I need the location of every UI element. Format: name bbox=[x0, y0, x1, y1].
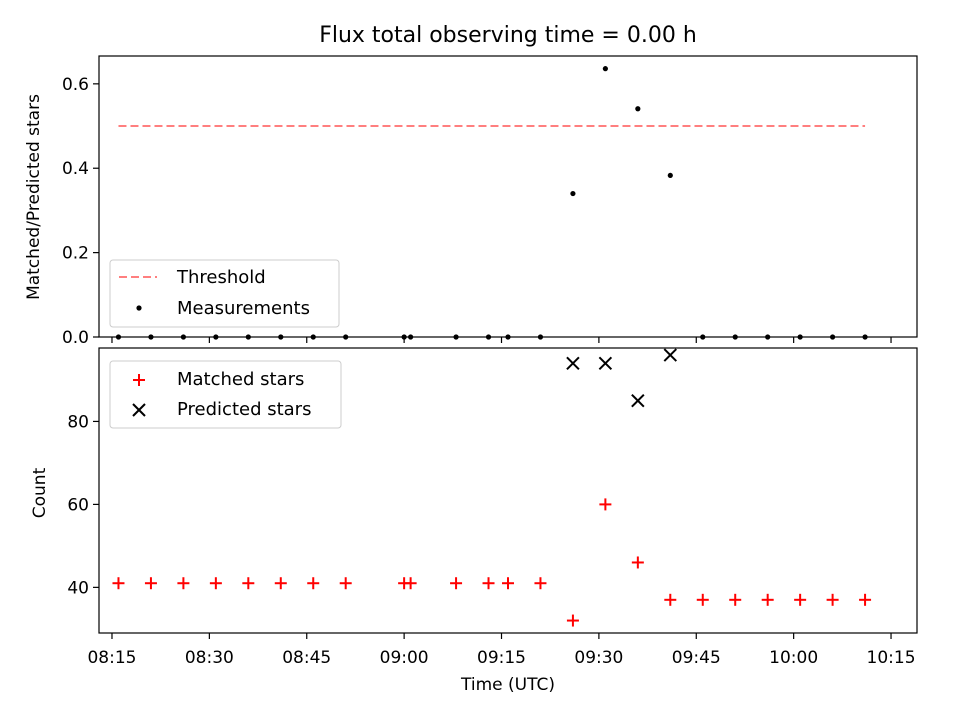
star-count-points bbox=[112, 348, 872, 627]
matched-star-point bbox=[761, 593, 774, 606]
top-y-tick-label: 0.6 bbox=[62, 75, 89, 95]
top-y-axis-label: Matched/Predicted stars bbox=[24, 94, 44, 300]
bottom-axis-ticks: 40 60 80 08:15 08:30 08:45 09:00 09:15 09:30 09:4… bbox=[67, 412, 915, 668]
predicted-x-b bbox=[631, 393, 645, 408]
measurements-legend-marker bbox=[136, 305, 142, 311]
measurement-point bbox=[602, 66, 608, 72]
x-tick-label: 09:30 bbox=[574, 648, 623, 668]
matched-star-point bbox=[566, 614, 579, 627]
matched-star-point bbox=[112, 577, 125, 590]
x-tick-label: 09:15 bbox=[477, 648, 526, 668]
predicted-x-b bbox=[663, 348, 678, 362]
matched-star-point bbox=[599, 498, 612, 511]
matched-star-point bbox=[826, 593, 839, 606]
x-axis-label: Time (UTC) bbox=[460, 675, 555, 695]
matched-star-point bbox=[450, 577, 463, 590]
top-legend: Threshold Measurements bbox=[109, 259, 340, 328]
bottom-plot-frame bbox=[98, 347, 918, 634]
x-tick-label: 10:15 bbox=[867, 648, 916, 668]
top-y-tick-label: 0.0 bbox=[62, 328, 89, 348]
bottom-y-tick-label: 40 bbox=[67, 578, 89, 598]
matched-star-point bbox=[534, 577, 547, 590]
bottom-y-tick-label: 80 bbox=[67, 412, 89, 432]
matched-star-point bbox=[664, 593, 677, 606]
x-tick-label: 09:00 bbox=[380, 648, 429, 668]
matched-legend-marker bbox=[133, 374, 145, 386]
x-tick-label: 08:30 bbox=[185, 648, 234, 668]
x-tick-label: 10:00 bbox=[769, 648, 818, 668]
bottom-legend: Matched stars Predicted stars bbox=[109, 360, 342, 429]
bottom-y-axis-label: Count bbox=[30, 467, 50, 518]
x-tick-label: 08:45 bbox=[282, 648, 331, 668]
top-chart-title: Flux total observing time = 0.00 h bbox=[319, 23, 697, 48]
top-plot-frame bbox=[98, 55, 918, 338]
x-tick-label: 08:15 bbox=[87, 648, 136, 668]
matched-star-point bbox=[631, 556, 644, 569]
matched-legend-label: Matched stars bbox=[177, 369, 304, 390]
matched-star-point bbox=[209, 577, 222, 590]
bottom-legend-box bbox=[109, 360, 342, 429]
matched-star-point bbox=[696, 593, 709, 606]
matched-star-point bbox=[502, 577, 514, 590]
matched-star-point bbox=[404, 577, 417, 590]
x-tick-label: 09:45 bbox=[672, 648, 721, 668]
predicted-star-point bbox=[598, 356, 613, 371]
matched-star-point bbox=[794, 593, 807, 606]
measurement-point bbox=[570, 190, 576, 197]
predicted-x-b bbox=[566, 356, 580, 371]
matched-star-point bbox=[482, 577, 495, 590]
top-y-tick-label: 0.2 bbox=[62, 244, 89, 264]
matched-star-point bbox=[242, 577, 255, 590]
predicted-x-b bbox=[598, 356, 613, 371]
matched-star-point bbox=[729, 593, 742, 606]
top-y-tick-label: 0.4 bbox=[62, 159, 89, 179]
predicted-star-point bbox=[663, 348, 678, 362]
predicted-legend-marker bbox=[132, 403, 146, 417]
measurements-legend-label: Measurements bbox=[177, 298, 310, 319]
predicted-star-point bbox=[566, 356, 580, 371]
matched-star-point bbox=[307, 577, 320, 590]
matched-star-point bbox=[859, 593, 872, 606]
matched-star-point bbox=[274, 577, 287, 590]
top-legend-box bbox=[109, 259, 340, 328]
measurement-point bbox=[635, 106, 641, 112]
matched-star-point bbox=[339, 577, 352, 590]
bottom-y-tick-label: 60 bbox=[67, 495, 89, 515]
threshold-legend-label: Threshold bbox=[176, 267, 266, 288]
matched-star-point bbox=[144, 577, 157, 590]
matched-star-point bbox=[177, 577, 190, 590]
measurement-point bbox=[667, 172, 673, 179]
predicted-legend-label: Predicted stars bbox=[177, 399, 311, 420]
predicted-star-point bbox=[631, 393, 645, 408]
top-axis-ticks: 0.0 0.2 0.4 0.6 bbox=[62, 75, 892, 348]
